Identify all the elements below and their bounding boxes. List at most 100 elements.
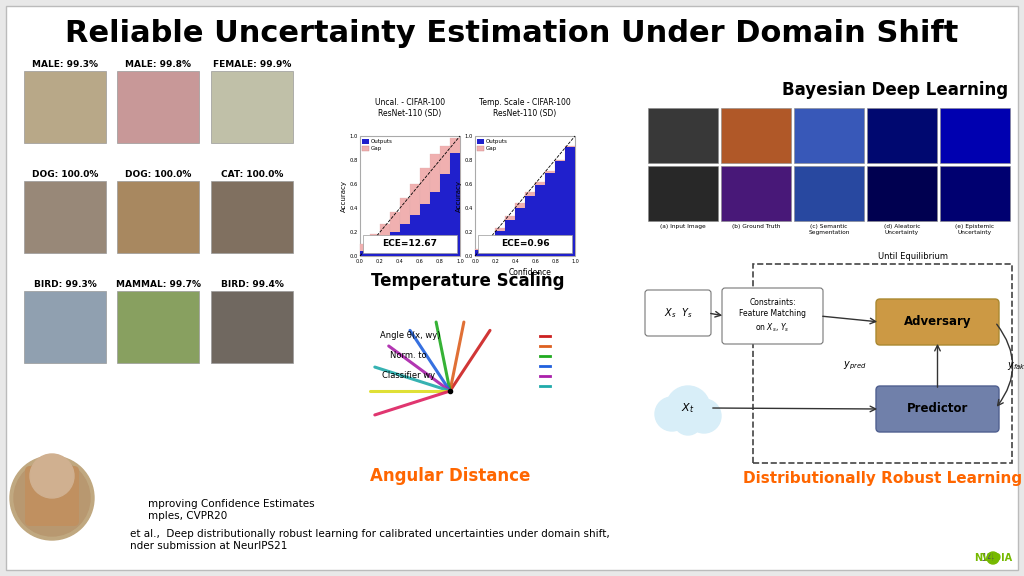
Text: 0.6: 0.6 bbox=[416, 259, 424, 264]
Text: 0.2: 0.2 bbox=[492, 259, 499, 264]
Text: nder submission at NeurIPS21: nder submission at NeurIPS21 bbox=[130, 541, 288, 551]
Text: Constraints:
Feature Matching
on $X_s$, $Y_s$: Constraints: Feature Matching on $X_s$, … bbox=[739, 298, 806, 335]
FancyBboxPatch shape bbox=[525, 196, 535, 256]
FancyBboxPatch shape bbox=[475, 136, 575, 256]
Text: Temp. Scale - CIFAR-100
ResNet-110 (SD): Temp. Scale - CIFAR-100 ResNet-110 (SD) bbox=[479, 98, 570, 118]
FancyBboxPatch shape bbox=[794, 108, 864, 163]
FancyBboxPatch shape bbox=[430, 154, 439, 256]
Circle shape bbox=[30, 454, 74, 498]
Text: 14: 14 bbox=[981, 553, 995, 563]
Text: 0.4: 0.4 bbox=[465, 206, 473, 210]
Text: 1.0: 1.0 bbox=[349, 134, 358, 138]
FancyBboxPatch shape bbox=[475, 250, 484, 256]
Text: 0.2: 0.2 bbox=[376, 259, 384, 264]
FancyBboxPatch shape bbox=[496, 229, 505, 256]
FancyBboxPatch shape bbox=[867, 166, 937, 221]
Text: 0.4: 0.4 bbox=[349, 206, 358, 210]
FancyBboxPatch shape bbox=[940, 166, 1010, 221]
Text: Outputs: Outputs bbox=[371, 139, 393, 144]
FancyBboxPatch shape bbox=[555, 160, 564, 256]
Text: Angle θ(x, wy): Angle θ(x, wy) bbox=[380, 332, 440, 340]
FancyBboxPatch shape bbox=[565, 147, 574, 256]
Circle shape bbox=[674, 407, 702, 435]
Text: 0.2: 0.2 bbox=[349, 229, 358, 234]
FancyBboxPatch shape bbox=[360, 251, 370, 256]
Text: Classifier wy: Classifier wy bbox=[382, 372, 435, 381]
Text: 0.0: 0.0 bbox=[356, 259, 364, 264]
Text: 0.6: 0.6 bbox=[349, 181, 358, 187]
FancyBboxPatch shape bbox=[876, 386, 999, 432]
Text: 0.8: 0.8 bbox=[551, 259, 559, 264]
FancyBboxPatch shape bbox=[440, 175, 450, 256]
FancyBboxPatch shape bbox=[24, 291, 106, 363]
Text: 0.4: 0.4 bbox=[396, 259, 403, 264]
FancyBboxPatch shape bbox=[211, 181, 293, 253]
Text: Temperature Scaling: Temperature Scaling bbox=[371, 272, 564, 290]
FancyBboxPatch shape bbox=[420, 168, 430, 256]
Circle shape bbox=[687, 399, 721, 433]
FancyBboxPatch shape bbox=[485, 239, 495, 256]
FancyBboxPatch shape bbox=[117, 71, 199, 143]
FancyBboxPatch shape bbox=[362, 139, 369, 144]
Text: DOG: 100.0%: DOG: 100.0% bbox=[32, 170, 98, 179]
Text: 0.0: 0.0 bbox=[465, 253, 473, 259]
Text: 0.8: 0.8 bbox=[465, 157, 473, 162]
FancyBboxPatch shape bbox=[867, 108, 937, 163]
FancyBboxPatch shape bbox=[525, 192, 535, 256]
Text: Predictor: Predictor bbox=[907, 403, 968, 415]
Circle shape bbox=[14, 460, 90, 536]
FancyBboxPatch shape bbox=[505, 217, 515, 256]
Text: Gap: Gap bbox=[371, 146, 382, 151]
FancyBboxPatch shape bbox=[876, 299, 999, 345]
Text: 1.0: 1.0 bbox=[465, 134, 473, 138]
FancyBboxPatch shape bbox=[371, 245, 380, 256]
FancyBboxPatch shape bbox=[555, 161, 564, 256]
Text: Accuracy: Accuracy bbox=[456, 180, 462, 212]
FancyBboxPatch shape bbox=[360, 136, 460, 256]
FancyBboxPatch shape bbox=[440, 146, 450, 256]
FancyBboxPatch shape bbox=[496, 231, 505, 256]
Text: (a) Input Image: (a) Input Image bbox=[660, 224, 706, 229]
Text: Accuracy: Accuracy bbox=[341, 180, 347, 212]
FancyBboxPatch shape bbox=[477, 139, 484, 144]
FancyBboxPatch shape bbox=[411, 184, 420, 256]
FancyBboxPatch shape bbox=[371, 234, 380, 256]
Text: $X_t$: $X_t$ bbox=[681, 401, 694, 415]
Text: mples, CVPR20: mples, CVPR20 bbox=[148, 511, 227, 521]
FancyBboxPatch shape bbox=[400, 223, 410, 256]
Text: NVIDIA: NVIDIA bbox=[974, 553, 1012, 563]
FancyBboxPatch shape bbox=[360, 244, 370, 256]
Text: 0.6: 0.6 bbox=[465, 181, 473, 187]
FancyBboxPatch shape bbox=[6, 6, 1018, 570]
FancyBboxPatch shape bbox=[24, 181, 106, 253]
FancyBboxPatch shape bbox=[478, 235, 572, 253]
Text: Adversary: Adversary bbox=[904, 316, 971, 328]
FancyBboxPatch shape bbox=[451, 138, 460, 256]
Text: Distributionally Robust Learning: Distributionally Robust Learning bbox=[743, 472, 1022, 487]
FancyBboxPatch shape bbox=[546, 171, 555, 256]
FancyBboxPatch shape bbox=[24, 71, 106, 143]
Text: 0.2: 0.2 bbox=[465, 229, 473, 234]
Text: DOG: 100.0%: DOG: 100.0% bbox=[125, 170, 191, 179]
FancyBboxPatch shape bbox=[515, 203, 524, 256]
FancyBboxPatch shape bbox=[648, 166, 718, 221]
FancyBboxPatch shape bbox=[25, 466, 79, 526]
FancyBboxPatch shape bbox=[420, 204, 430, 256]
FancyBboxPatch shape bbox=[794, 166, 864, 221]
FancyBboxPatch shape bbox=[515, 208, 524, 256]
Text: $y_{fake}$: $y_{fake}$ bbox=[1007, 359, 1024, 372]
Text: Norm. to: Norm. to bbox=[390, 351, 427, 361]
Text: FEMALE: 99.9%: FEMALE: 99.9% bbox=[213, 60, 291, 69]
FancyBboxPatch shape bbox=[475, 249, 484, 256]
FancyBboxPatch shape bbox=[362, 146, 369, 151]
Text: 0.4: 0.4 bbox=[511, 259, 519, 264]
Text: BIRD: 99.4%: BIRD: 99.4% bbox=[220, 280, 284, 289]
Text: Gap: Gap bbox=[486, 146, 498, 151]
Circle shape bbox=[987, 552, 999, 564]
Text: 0.0: 0.0 bbox=[349, 253, 358, 259]
Text: ECE=0.96: ECE=0.96 bbox=[501, 240, 549, 248]
Text: MAMMAL: 99.7%: MAMMAL: 99.7% bbox=[116, 280, 201, 289]
FancyBboxPatch shape bbox=[451, 153, 460, 256]
Text: Until Equilibrium: Until Equilibrium bbox=[878, 252, 947, 261]
FancyBboxPatch shape bbox=[411, 215, 420, 256]
